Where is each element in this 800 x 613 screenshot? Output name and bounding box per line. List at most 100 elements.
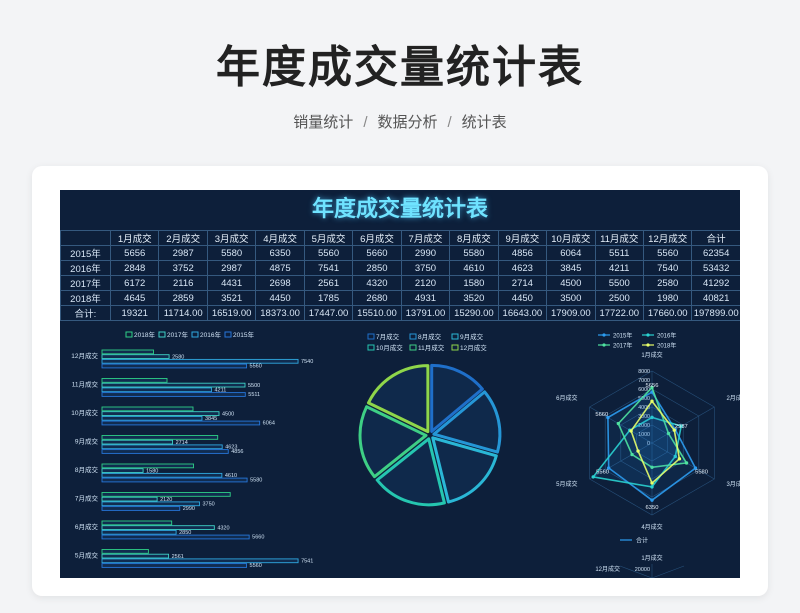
table-cell[interactable]: 5580	[449, 245, 499, 261]
table-cell[interactable]: 4450	[497, 290, 548, 306]
table-cell[interactable]: 4211	[594, 260, 644, 276]
bar-mark	[101, 363, 248, 369]
table-cell[interactable]: 15290.00	[449, 305, 499, 321]
table-cell[interactable]: 2500	[594, 290, 644, 306]
radar-axis-label: 4月成交	[641, 523, 662, 531]
table-cell[interactable]: 5580	[206, 245, 257, 261]
table-cell[interactable]: 4875	[255, 260, 305, 276]
table-cell[interactable]: 17660.00	[642, 305, 693, 321]
table-cell[interactable]: 3750	[400, 260, 451, 276]
bar-category-label: 7月成交	[75, 494, 99, 503]
table-cell[interactable]: 2990	[400, 245, 451, 261]
table-cell[interactable]: 2116	[158, 275, 208, 291]
radar-legend-label: 2015年	[613, 331, 632, 339]
table-cell[interactable]: 1580	[449, 275, 499, 291]
table-cell[interactable]: 4931	[400, 290, 451, 306]
table-cell[interactable]: 3500	[546, 290, 596, 306]
table-cell[interactable]: 18373.00	[255, 305, 305, 321]
table-cell[interactable]: 4856	[497, 245, 548, 261]
breadcrumb-item-sales[interactable]: 销量统计	[293, 114, 354, 131]
radar-data-label: 2987	[675, 424, 688, 430]
table-cell[interactable]: 4320	[352, 275, 402, 291]
table-cell[interactable]: 5500	[594, 275, 644, 291]
radar-axis-label: 3月成交	[726, 480, 740, 488]
breadcrumb-item-table[interactable]: 统计表	[461, 114, 507, 131]
table-cell[interactable]: 2698	[255, 275, 305, 291]
table-cell[interactable]: 40821	[691, 290, 740, 306]
column-header[interactable]: 3月成交	[206, 230, 257, 246]
table-cell[interactable]: 7541	[303, 260, 354, 276]
column-header[interactable]: 合计	[691, 230, 740, 246]
column-header[interactable]: 9月成交	[497, 230, 548, 246]
table-cell[interactable]: 7540	[642, 260, 693, 276]
column-header[interactable]: 5月成交	[303, 230, 354, 246]
table-cell[interactable]: 13791.00	[400, 305, 451, 321]
table-cell[interactable]: 17722.00	[594, 305, 644, 321]
table-cell[interactable]: 15510.00	[352, 305, 402, 321]
table-cell[interactable]: 1980	[642, 290, 693, 306]
table-cell[interactable]: 62354	[691, 245, 740, 261]
bar-data-label: 5560	[250, 563, 262, 569]
pie-chart: 7月成交 8月成交 9月成交 10月成交 11月成交 12月成交	[358, 332, 502, 507]
table-corner-cell[interactable]	[60, 230, 111, 246]
table-cell[interactable]: 3521	[206, 290, 257, 306]
table-cell[interactable]: 6172	[109, 275, 160, 291]
table-cell[interactable]: 2848	[109, 260, 160, 276]
table-cell[interactable]: 4450	[255, 290, 305, 306]
table-cell[interactable]: 4623	[497, 260, 548, 276]
table-cell[interactable]: 11714.00	[158, 305, 208, 321]
table-cell[interactable]: 2987	[206, 260, 257, 276]
table-cell[interactable]: 4500	[546, 275, 596, 291]
table-cell[interactable]: 16643.00	[497, 305, 548, 321]
column-header[interactable]: 1月成交	[109, 230, 160, 246]
column-header[interactable]: 12月成交	[642, 230, 693, 246]
radar-tick-label: 8000	[638, 369, 650, 375]
table-cell[interactable]: 5660	[352, 245, 402, 261]
table-cell[interactable]: 197899.00	[691, 305, 740, 321]
column-header[interactable]: 4月成交	[255, 230, 305, 246]
table-cell[interactable]: 6350	[255, 245, 305, 261]
row-label[interactable]: 2018年	[60, 290, 111, 306]
table-cell[interactable]: 4610	[449, 260, 499, 276]
table-cell[interactable]: 2561	[303, 275, 354, 291]
bar-mark	[101, 549, 149, 554]
table-cell[interactable]: 6064	[546, 245, 596, 261]
radar-point	[650, 415, 654, 420]
table-cell[interactable]: 5560	[642, 245, 693, 261]
table-cell[interactable]: 5656	[109, 245, 160, 261]
bar-data-label: 5580	[250, 478, 262, 484]
table-cell[interactable]: 4645	[109, 290, 160, 306]
column-header[interactable]: 11月成交	[594, 230, 644, 246]
table-cell[interactable]: 2850	[352, 260, 402, 276]
table-cell[interactable]: 3752	[158, 260, 208, 276]
table-cell[interactable]: 2987	[158, 245, 208, 261]
table-cell[interactable]: 2680	[352, 290, 402, 306]
table-cell[interactable]: 2120	[400, 275, 451, 291]
column-header[interactable]: 8月成交	[449, 230, 499, 246]
row-label[interactable]: 2015年	[60, 245, 111, 261]
table-cell[interactable]: 53432	[691, 260, 740, 276]
breadcrumb-item-analysis[interactable]: 数据分析	[377, 114, 438, 131]
table-cell[interactable]: 17909.00	[546, 305, 596, 321]
row-label[interactable]: 2016年	[60, 260, 111, 276]
table-cell[interactable]: 1785	[303, 290, 354, 306]
row-label[interactable]: 2017年	[60, 275, 111, 291]
column-header[interactable]: 10月成交	[546, 230, 596, 246]
table-cell[interactable]: 2859	[158, 290, 208, 306]
table-cell[interactable]: 2714	[497, 275, 548, 291]
table-cell[interactable]: 5560	[303, 245, 354, 261]
radar-tick-label: 4000	[638, 405, 650, 411]
row-label[interactable]: 合计:	[60, 305, 111, 321]
table-cell[interactable]: 17447.00	[303, 305, 354, 321]
column-header[interactable]: 2月成交	[158, 230, 208, 246]
table-cell[interactable]: 5511	[594, 245, 644, 261]
table-cell[interactable]: 19321	[109, 305, 160, 321]
table-cell[interactable]: 2580	[642, 275, 693, 291]
column-header[interactable]: 6月成交	[352, 230, 402, 246]
column-header[interactable]: 7月成交	[400, 230, 451, 246]
table-cell[interactable]: 3520	[449, 290, 499, 306]
table-cell[interactable]: 3845	[546, 260, 596, 276]
table-cell[interactable]: 16519.00	[206, 305, 257, 321]
table-cell[interactable]: 4431	[206, 275, 257, 291]
table-cell[interactable]: 41292	[691, 275, 740, 291]
